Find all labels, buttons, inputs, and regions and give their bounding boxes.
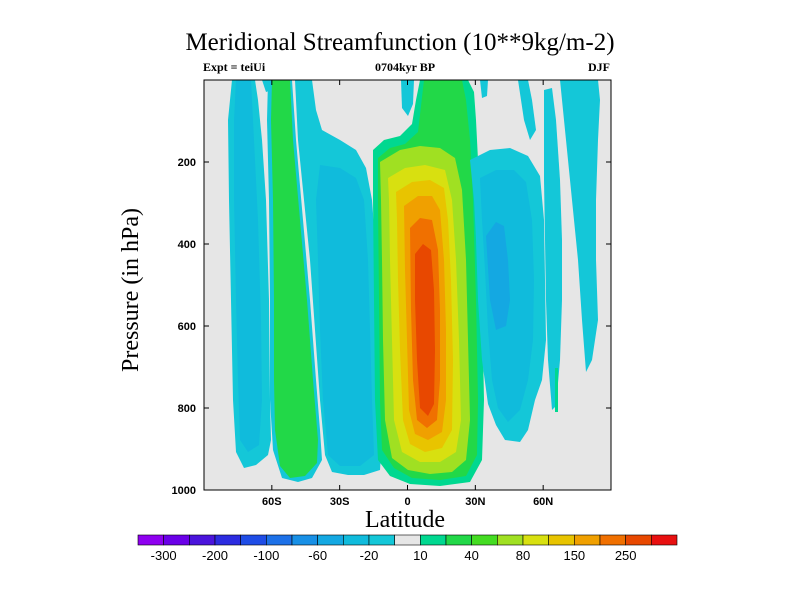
y-tick-label: 1000 (172, 485, 196, 497)
colorbar-swatch (368, 534, 395, 546)
colorbar-swatch (651, 534, 678, 546)
contour-top-blob-b (480, 80, 488, 98)
colorbar-swatch (548, 534, 575, 546)
season-label: DJF (588, 60, 610, 74)
colorbar-label: -60 (308, 548, 327, 563)
y-tick-label: 400 (178, 239, 196, 251)
colorbar-swatch (266, 534, 293, 546)
contour-nh-polar-d (555, 368, 558, 412)
experiment-label: Expt = teiUi (203, 60, 266, 74)
colorbar-swatch (394, 534, 421, 546)
x-tick-label: 30S (330, 496, 350, 508)
time-label: 0704kyr BP (374, 60, 436, 74)
x-tick-label: 30N (465, 496, 485, 508)
x-tick-label: 60N (533, 496, 553, 508)
contour-nh-polar-a (518, 80, 536, 140)
contour-sh-ferrel-b (271, 80, 318, 478)
contour-nh-polar-b (560, 80, 600, 372)
colorbar-swatch (497, 534, 524, 546)
contour-sh-hadley-b (316, 165, 374, 466)
contour-field (228, 80, 600, 486)
contour-nh-polar-c (544, 88, 562, 410)
colorbar-label: 250 (615, 548, 637, 563)
chart-title: Meridional Streamfunction (10**9kg/m-2) (185, 29, 615, 56)
colorbar-label: -300 (151, 548, 177, 563)
contour-hadley-200 (415, 244, 435, 416)
colorbar-swatch (240, 534, 267, 546)
y-tick-label: 600 (178, 321, 196, 333)
colorbar-label: 40 (464, 548, 478, 563)
x-tick-label: 60S (262, 496, 282, 508)
colorbar-swatch (214, 534, 241, 546)
colorbar-label: 80 (516, 548, 530, 563)
colorbar-swatch (189, 534, 216, 546)
colorbar-label: -200 (202, 548, 228, 563)
contour-sh-polar-b (234, 80, 262, 452)
x-tick-label: 0 (404, 496, 410, 508)
colorbar-swatch (599, 534, 626, 546)
colorbar-label: -100 (253, 548, 279, 563)
colorbar-label: -20 (360, 548, 379, 563)
colorbar-swatch (445, 534, 472, 546)
colorbar-label: 10 (413, 548, 427, 563)
axis-ticks: 60S 30S 0 30N 60N 200 400 600 800 1000 (172, 80, 611, 508)
colorbar-swatch (522, 534, 549, 546)
colorbar-swatch (137, 534, 164, 546)
contour-top-blob-a (401, 80, 414, 116)
y-tick-label: 800 (178, 403, 196, 415)
y-tick-label: 200 (178, 157, 196, 169)
colorbar-swatch (471, 534, 498, 546)
colorbar-swatch (291, 534, 318, 546)
colorbar-swatch (625, 534, 652, 546)
colorbar: -300 -200 -100 -60 -20 10 40 80 150 250 (137, 534, 678, 563)
colorbar-swatch (163, 534, 190, 546)
colorbar-label: 150 (563, 548, 585, 563)
colorbar-swatch (317, 534, 344, 546)
colorbar-swatch (574, 534, 601, 546)
colorbar-swatch (420, 534, 447, 546)
x-axis-label: Latitude (365, 507, 445, 533)
contour-sh-hadley-edge (300, 80, 310, 98)
contour-nh-cell-c (486, 222, 510, 330)
colorbar-swatch (343, 534, 370, 546)
